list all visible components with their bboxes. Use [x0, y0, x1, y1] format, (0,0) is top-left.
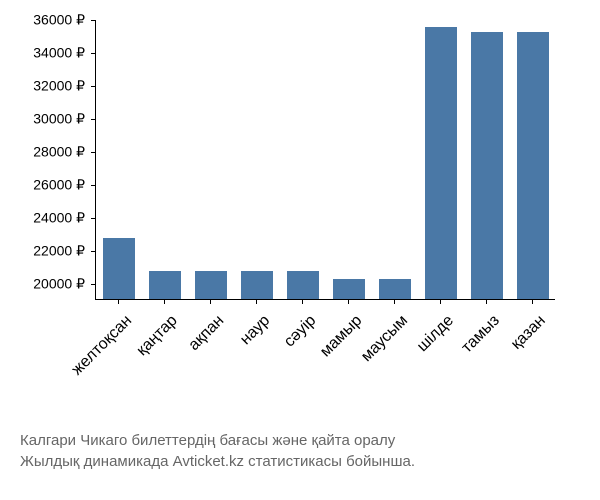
y-tick-label: 22000 ₽ [33, 242, 85, 259]
bar [287, 271, 319, 299]
x-tick-mark [256, 300, 257, 304]
y-tick-mark [91, 251, 95, 252]
bar [103, 238, 135, 299]
bar [517, 32, 549, 299]
x-axis-label: сәуір [281, 312, 320, 351]
y-tick-label: 26000 ₽ [33, 176, 85, 193]
x-tick-mark [532, 300, 533, 304]
x-tick-mark [164, 300, 165, 304]
y-tick-mark [91, 185, 95, 186]
y-tick-mark [91, 218, 95, 219]
y-tick-label: 20000 ₽ [33, 275, 85, 292]
y-axis-ticks: 20000 ₽ 22000 ₽ 24000 ₽ 26000 ₽ 28000 ₽ 30000… [0, 20, 90, 300]
x-axis-label: шілде [414, 312, 458, 356]
bar [471, 32, 503, 299]
bar [195, 271, 227, 299]
x-axis-label: желтоқсан [68, 312, 135, 379]
y-tick-mark [91, 86, 95, 87]
x-axis-labels: желтоқсанқаңтарақпаннаурсәуірмамырмаусым… [95, 304, 555, 424]
x-axis-label: тамыз [459, 312, 504, 357]
plot-area [95, 20, 555, 300]
bar [149, 271, 181, 299]
caption-line-2: Жылдық динамикада Avticket.kz статистика… [20, 451, 415, 472]
y-tick-mark [91, 119, 95, 120]
y-tick-label: 24000 ₽ [33, 209, 85, 226]
x-tick-mark [486, 300, 487, 304]
y-tick-label: 30000 ₽ [33, 110, 85, 127]
x-axis-label: наур [237, 312, 274, 349]
bar [333, 279, 365, 299]
x-axis-label: қаңтар [134, 312, 182, 360]
y-tick-mark [91, 20, 95, 21]
x-tick-mark [210, 300, 211, 304]
chart-caption: Калгари Чикаго билеттердің бағасы және қ… [20, 430, 415, 472]
x-tick-mark [394, 300, 395, 304]
x-axis-label: ақпан [185, 312, 228, 355]
y-tick-mark [91, 152, 95, 153]
x-tick-mark [118, 300, 119, 304]
y-tick-mark [91, 284, 95, 285]
x-tick-mark [302, 300, 303, 304]
x-tick-mark [440, 300, 441, 304]
x-axis-label: маусым [358, 312, 412, 366]
y-tick-label: 28000 ₽ [33, 143, 85, 160]
x-tick-mark [348, 300, 349, 304]
y-tick-label: 36000 ₽ [33, 12, 85, 29]
y-tick-label: 32000 ₽ [33, 77, 85, 94]
y-tick-mark [91, 53, 95, 54]
y-tick-label: 34000 ₽ [33, 44, 85, 61]
price-bar-chart: 20000 ₽ 22000 ₽ 24000 ₽ 26000 ₽ 28000 ₽ 30000… [0, 0, 600, 500]
bars-container [96, 20, 555, 299]
bar [425, 27, 457, 299]
bar [379, 279, 411, 299]
bar [241, 271, 273, 299]
x-axis-label: қазан [508, 312, 550, 354]
caption-line-1: Калгари Чикаго билеттердің бағасы және қ… [20, 430, 415, 451]
